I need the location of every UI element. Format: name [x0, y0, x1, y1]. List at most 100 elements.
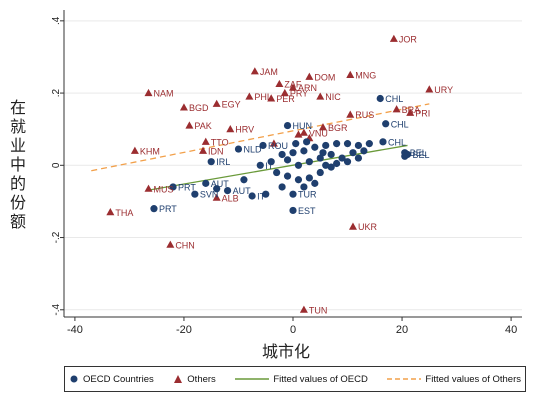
- point-label: MUS: [154, 184, 174, 194]
- oecd-point: [401, 152, 409, 160]
- oecd-point: [300, 147, 308, 155]
- point-label: AUT: [233, 186, 252, 196]
- y-tick-label: .4: [51, 16, 62, 25]
- legend-circle-marker: [70, 375, 78, 383]
- fit-line-others: [91, 103, 430, 172]
- point-label: IT: [257, 192, 266, 202]
- others-point: [199, 146, 208, 154]
- x-tick-label: 40: [505, 324, 517, 336]
- legend-item-oecd: OECD Countries: [69, 374, 154, 385]
- oecd-point: [240, 176, 248, 184]
- oecd-point: [343, 158, 352, 166]
- y-axis-title-char: 就: [9, 117, 26, 136]
- others-point: [348, 222, 357, 230]
- x-tick-label: 20: [396, 324, 408, 336]
- legend-solid-line: [235, 378, 270, 380]
- others-point: [275, 79, 284, 88]
- others-point: [299, 305, 308, 313]
- point-label: PRT: [159, 204, 177, 214]
- others-point: [179, 103, 188, 111]
- oecd-point: [202, 179, 210, 187]
- others-point: [130, 146, 139, 154]
- others-point: [212, 193, 221, 201]
- oecd-point: [150, 205, 158, 213]
- point-label: BGR: [328, 123, 348, 133]
- point-label: CHL: [385, 94, 403, 104]
- oecd-point: [283, 172, 292, 180]
- oecd-point: [207, 158, 215, 166]
- point-label: TUR: [298, 190, 317, 200]
- oecd-point: [294, 161, 303, 169]
- point-label: CHL: [388, 137, 406, 147]
- others-point: [201, 137, 210, 145]
- others-point: [392, 105, 401, 113]
- others-point: [406, 108, 415, 116]
- others-point: [346, 110, 355, 118]
- point-label: IDN: [208, 146, 224, 156]
- others-point: [299, 128, 308, 136]
- oecd-point: [376, 94, 384, 103]
- legend-label: Fitted values of Others: [425, 373, 521, 385]
- oecd-point: [213, 185, 221, 193]
- point-label: UKR: [358, 222, 378, 232]
- oecd-point: [319, 149, 327, 157]
- data-points: [106, 34, 434, 313]
- y-axis-title-char: 在: [9, 98, 26, 117]
- y-tick-label: -.4: [51, 304, 62, 316]
- oecd-point: [267, 158, 275, 166]
- point-label: ALB: [222, 193, 239, 203]
- oecd-point: [248, 192, 256, 200]
- oecd-point: [333, 140, 341, 148]
- oecd-point: [322, 141, 330, 150]
- x-axis-title: 城市化: [262, 342, 311, 361]
- oecd-point: [316, 154, 324, 162]
- oecd-point: [300, 183, 308, 191]
- others-point: [318, 123, 327, 131]
- point-label: PRY: [290, 89, 308, 99]
- legend-dashed-line: [387, 378, 422, 380]
- oecd-point: [379, 138, 387, 146]
- oecd-point: [338, 154, 346, 162]
- others-point: [144, 184, 153, 192]
- others-point: [305, 72, 314, 80]
- oecd-point: [256, 161, 264, 169]
- point-label: EGY: [222, 99, 241, 109]
- point-label: AUT: [211, 179, 230, 189]
- others-point: [212, 99, 221, 107]
- oecd-point: [289, 206, 297, 215]
- oecd-point: [311, 143, 319, 151]
- point-label: ROU: [268, 141, 288, 151]
- y-tick-label: -.2: [51, 231, 62, 243]
- others-point: [316, 92, 325, 100]
- point-label: HUN: [293, 121, 313, 131]
- oecd-point: [303, 138, 311, 146]
- others-point: [144, 88, 153, 97]
- oecd-point: [322, 161, 330, 169]
- axes: -.4 -.2 0 .2 .4 -40 -20 0 20 40: [51, 10, 522, 336]
- point-label: TUN: [309, 305, 328, 315]
- others-point: [245, 92, 254, 100]
- point-label: PER: [276, 94, 295, 104]
- oecd-point: [234, 145, 243, 153]
- point-label: JOR: [399, 34, 418, 44]
- point-label: DOM: [314, 72, 335, 82]
- point-label: IRL: [216, 157, 230, 167]
- point-label: NIC: [325, 92, 341, 102]
- x-tick-label: 0: [290, 324, 296, 336]
- oecd-point: [191, 190, 199, 198]
- y-axis-title-char: 业: [9, 136, 26, 155]
- oecd-point: [292, 140, 300, 148]
- oecd-point: [354, 141, 363, 150]
- point-label: PRT: [178, 182, 196, 192]
- plot-background: [64, 10, 522, 317]
- others-point: [250, 67, 259, 75]
- y-tick-label: 0: [51, 162, 62, 168]
- oecd-point: [169, 183, 177, 191]
- oecd-point: [305, 174, 313, 182]
- legend: OECD Countries Others Fitted values of O…: [64, 366, 526, 392]
- x-tick-label: -20: [176, 324, 192, 336]
- point-label: CHN: [175, 240, 195, 250]
- point-label: PHL: [254, 92, 272, 102]
- point-label: VNU: [309, 128, 328, 138]
